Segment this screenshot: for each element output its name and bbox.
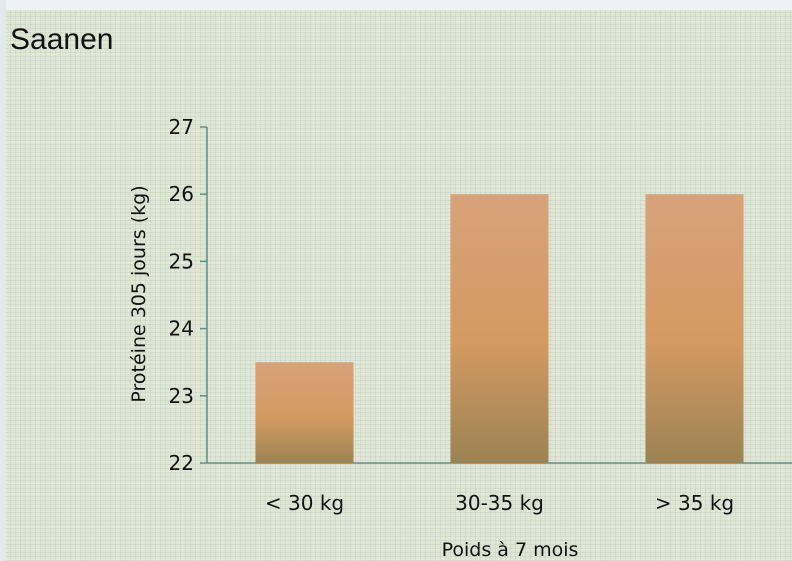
plot-area: 22 23 24 25 26 27 < 30 kg 30-35 kg > 35 kg xyxy=(169,115,792,515)
y-tick-label: 22 xyxy=(169,451,194,475)
y-tick-label: 24 xyxy=(169,317,194,341)
bar xyxy=(645,194,744,463)
x-axis-title: Poids à 7 mois xyxy=(442,539,579,561)
x-tick-label: 30-35 kg xyxy=(455,491,544,515)
bar xyxy=(450,194,549,463)
top-strip xyxy=(0,0,792,10)
y-tick-label: 26 xyxy=(169,182,194,206)
y-tick-label: 27 xyxy=(169,115,194,139)
y-tick-label: 23 xyxy=(169,384,194,408)
chart-title: Saanen xyxy=(10,23,113,56)
left-strip xyxy=(0,0,6,561)
bar xyxy=(255,362,354,463)
y-axis-title: Protéine 305 jours (kg) xyxy=(128,185,150,402)
x-tick-label: < 30 kg xyxy=(265,491,344,515)
x-tick-label: > 35 kg xyxy=(655,491,734,515)
y-tick-label: 25 xyxy=(169,249,194,273)
